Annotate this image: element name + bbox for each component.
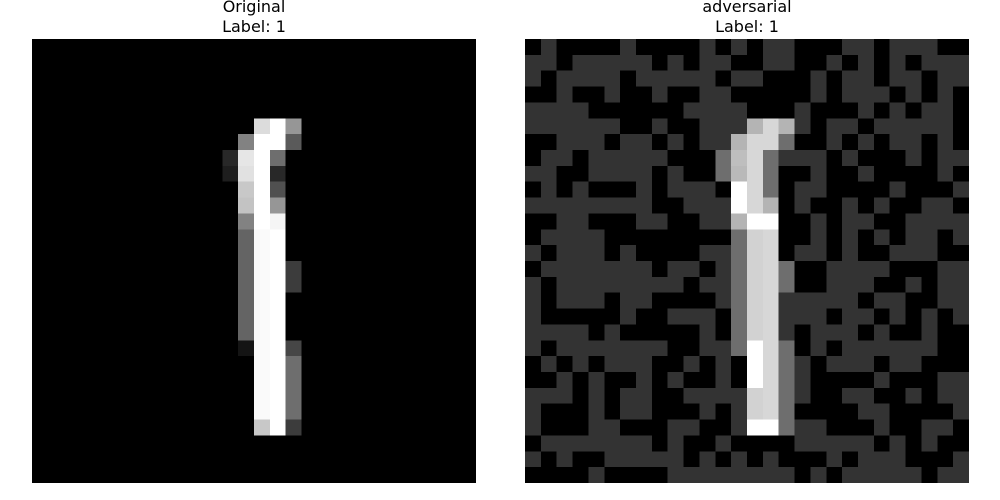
original-title-block: Original Label: 1 bbox=[32, 0, 476, 39]
adversarial-digit-image bbox=[525, 39, 969, 483]
adversarial-label: Label: 1 bbox=[525, 17, 969, 37]
original-digit-image bbox=[32, 39, 476, 483]
adversarial-image bbox=[525, 39, 969, 483]
adversarial-title: adversarial bbox=[525, 0, 969, 17]
original-image bbox=[32, 39, 476, 483]
adversarial-panel: adversarial Label: 1 bbox=[525, 0, 969, 483]
original-label: Label: 1 bbox=[32, 17, 476, 37]
original-title: Original bbox=[32, 0, 476, 17]
adversarial-title-block: adversarial Label: 1 bbox=[525, 0, 969, 39]
original-panel: Original Label: 1 bbox=[32, 0, 476, 483]
